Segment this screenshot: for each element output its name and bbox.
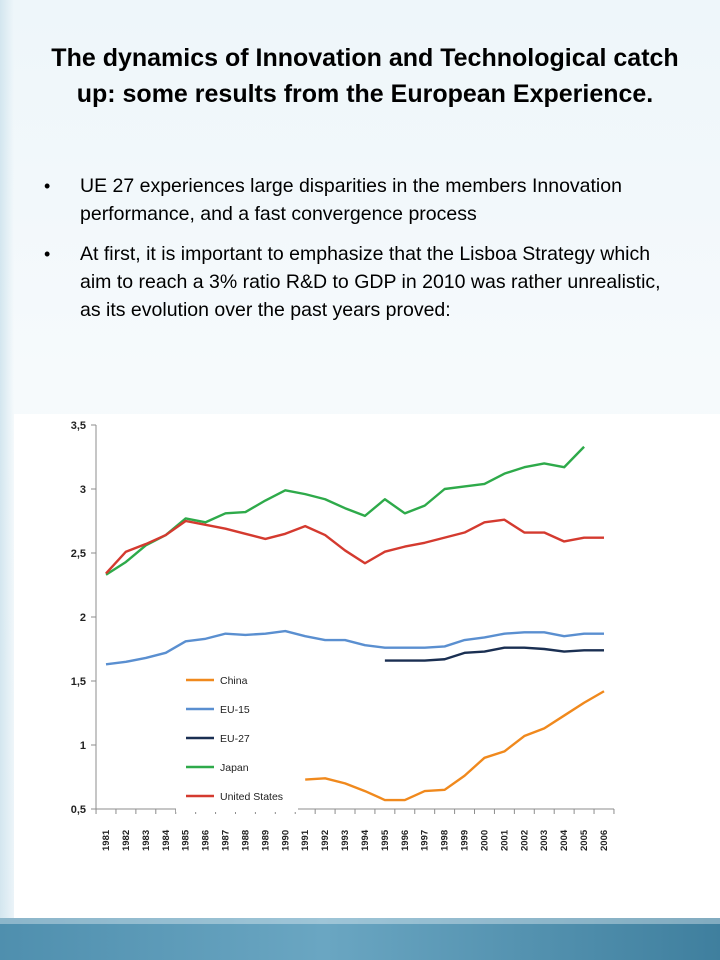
bullet-text: UE 27 experiences large disparities in t…: [80, 175, 622, 225]
x-tick-label: 1996: [400, 830, 411, 851]
y-tick-label: 0,5: [71, 804, 86, 816]
series-line-japan: [105, 445, 585, 576]
y-tick-label: 1,5: [71, 676, 86, 688]
series-line-china: [305, 690, 605, 802]
x-tick-label: 2003: [539, 830, 550, 851]
x-tick-label: 2002: [519, 830, 530, 851]
y-tick-label: 2: [80, 612, 86, 624]
x-tick-label: 1992: [320, 830, 331, 851]
series-line-eu-15: [105, 629, 604, 666]
bullet-text: At first, it is important to emphasize t…: [80, 243, 661, 321]
chart-panel: 0,5 1 1,5 2 2,5 3 3,5 1981 1982 1983 1984 1985 1986 1…: [14, 414, 720, 918]
x-tick-label: 1986: [201, 830, 212, 851]
y-tick-label: 3: [80, 484, 86, 496]
bullet-list: • UE 27 experiences large disparities in…: [44, 172, 684, 336]
legend-label-eu-15: EU-15: [220, 704, 250, 716]
x-tick-label: 2000: [479, 830, 490, 851]
x-tick-label: 1984: [161, 829, 172, 851]
x-tick-label: 1989: [260, 830, 271, 851]
bullet-item-1: • UE 27 experiences large disparities in…: [44, 172, 684, 228]
slide-left-edge: [0, 0, 14, 918]
y-tick-label: 3,5: [71, 420, 86, 432]
x-tick-label: 1998: [440, 830, 451, 851]
bullet-item-2: • At first, it is important to emphasize…: [44, 240, 684, 324]
bullet-dot: •: [44, 176, 51, 196]
x-tick-label: 1991: [300, 829, 311, 851]
x-tick-label: 1983: [141, 830, 152, 851]
legend-label-united-states: United States: [220, 791, 283, 803]
x-tick-label: 2005: [579, 829, 590, 851]
x-tick-label: 1981: [101, 829, 112, 851]
y-tick-label: 2,5: [71, 548, 86, 560]
x-tick-label: 1988: [240, 830, 251, 851]
x-tick-label: 1987: [221, 830, 232, 851]
series-line-united-states: [105, 518, 604, 575]
legend-label-china: China: [220, 675, 248, 687]
x-tick-label: 1994: [360, 829, 371, 851]
x-tick-label: 1997: [420, 830, 431, 851]
x-tick-label: 1990: [280, 830, 291, 851]
x-tick-label: 1982: [121, 830, 132, 851]
legend-label-eu-27: EU-27: [220, 733, 250, 745]
rd-gdp-line-chart: 0,5 1 1,5 2 2,5 3 3,5 1981 1982 1983 1984 1985 1986 1…: [71, 420, 615, 851]
x-tick-label: 2004: [559, 829, 570, 851]
x-tick-label: 2001: [499, 829, 510, 851]
x-tick-label: 1995: [380, 829, 391, 851]
legend-label-japan: Japan: [220, 762, 249, 774]
bullet-dot: •: [44, 244, 51, 264]
x-tick-label: 2006: [599, 830, 610, 851]
slide-title: The dynamics of Innovation and Technolog…: [51, 44, 679, 108]
y-tick-label: 1: [80, 740, 86, 752]
legend-box: [176, 669, 298, 812]
slide-bottom-band: [0, 918, 720, 960]
series-line-eu-27: [384, 646, 604, 662]
x-tick-label: 1993: [340, 830, 351, 851]
x-tick-label: 1999: [460, 830, 471, 851]
x-tick-label: 1985: [181, 829, 192, 851]
